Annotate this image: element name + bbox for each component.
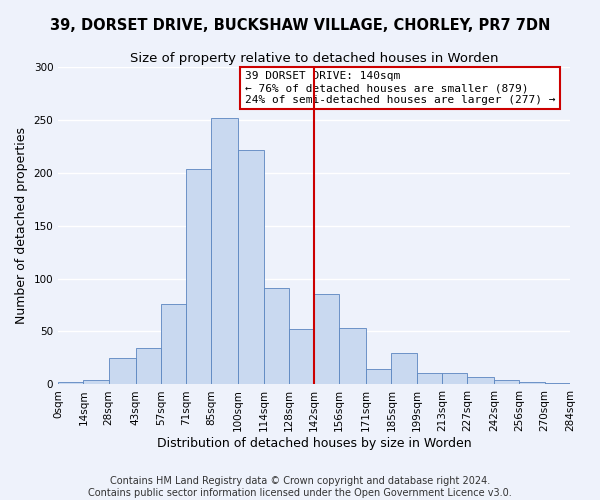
Bar: [391, 352, 416, 384]
Bar: [494, 380, 520, 384]
Text: 39, DORSET DRIVE, BUCKSHAW VILLAGE, CHORLEY, PR7 7DN: 39, DORSET DRIVE, BUCKSHAW VILLAGE, CHOR…: [50, 18, 550, 32]
Text: 39 DORSET DRIVE: 140sqm
← 76% of detached houses are smaller (879)
24% of semi-d: 39 DORSET DRIVE: 140sqm ← 76% of detache…: [245, 72, 556, 104]
Bar: [314, 294, 339, 384]
Y-axis label: Number of detached properties: Number of detached properties: [15, 127, 28, 324]
Bar: [238, 150, 263, 384]
Bar: [339, 328, 366, 384]
Bar: [467, 377, 494, 384]
Bar: [263, 288, 289, 384]
Bar: [186, 170, 211, 384]
Title: Size of property relative to detached houses in Worden: Size of property relative to detached ho…: [130, 52, 498, 66]
Bar: [520, 382, 545, 384]
X-axis label: Distribution of detached houses by size in Worden: Distribution of detached houses by size …: [157, 437, 471, 450]
Bar: [289, 330, 314, 384]
Bar: [442, 373, 467, 384]
Bar: [109, 358, 136, 384]
Bar: [416, 373, 442, 384]
Bar: [161, 304, 186, 384]
Bar: [83, 380, 109, 384]
Bar: [136, 348, 161, 384]
Bar: [58, 382, 83, 384]
Bar: [211, 118, 238, 384]
Bar: [366, 368, 391, 384]
Text: Contains HM Land Registry data © Crown copyright and database right 2024.
Contai: Contains HM Land Registry data © Crown c…: [88, 476, 512, 498]
